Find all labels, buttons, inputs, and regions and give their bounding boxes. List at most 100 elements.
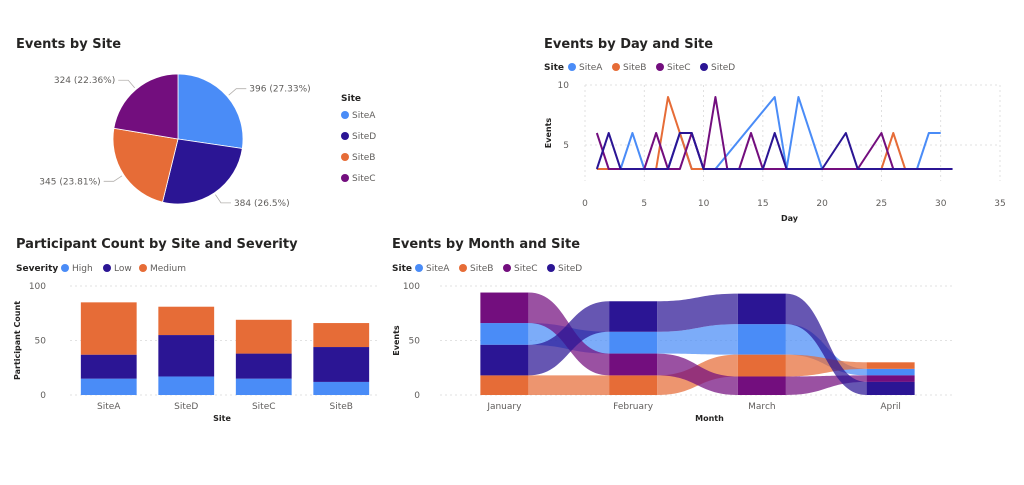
ribbon-x-tick: January <box>486 402 522 412</box>
bar-segment-sited-low[interactable] <box>158 335 215 377</box>
pie-legend-marker <box>341 132 349 140</box>
line-legend-marker <box>612 63 620 71</box>
bar-legend-marker <box>103 264 111 272</box>
bar-legend-title: Severity <box>16 264 58 274</box>
bar-segment-siteb-high[interactable] <box>313 381 370 395</box>
bar-y-tick: 0 <box>40 391 46 401</box>
pie-data-label: 384 (26.5%) <box>234 199 290 209</box>
bar-segment-sited-medium[interactable] <box>158 306 215 336</box>
bar-segment-sited-high[interactable] <box>158 376 215 395</box>
bar-segment-sitec-high[interactable] <box>235 378 292 395</box>
ribbon-legend-marker <box>547 264 555 272</box>
ribbon-y-axis-label: Events <box>392 325 401 356</box>
ribbon-segment-february-siteb[interactable] <box>609 375 658 395</box>
bar-segment-sitec-medium[interactable] <box>235 319 292 354</box>
pie-legend-marker <box>341 111 349 119</box>
pie-leader-line <box>118 79 136 89</box>
ribbon-segment-april-siteb[interactable] <box>866 362 915 369</box>
ribbon-legend-title: Site <box>392 264 412 274</box>
ribbon-x-axis-label: Month <box>695 414 724 423</box>
ribbon-segment-january-sited[interactable] <box>480 344 529 376</box>
stacked-bar-chart[interactable]: Severity High Low Medium 0 50 100 Participant C… <box>10 258 385 433</box>
ribbon-segment-march-sitec[interactable] <box>737 376 786 395</box>
pie-chart-title: Events by Site <box>16 37 122 52</box>
ribbon-chart-title: Events by Month and Site <box>392 237 581 252</box>
bar-segment-sitea-high[interactable] <box>80 378 137 395</box>
ribbon-flow-sitea[interactable] <box>657 324 738 355</box>
ribbon-segment-april-sited[interactable] <box>866 381 915 395</box>
ribbon-segment-march-sitea[interactable] <box>737 324 786 355</box>
ribbon-legend-label: SiteC <box>514 264 538 274</box>
ribbon-legend-label: SiteB <box>470 264 493 274</box>
pie-legend-label: SiteD <box>352 132 376 142</box>
line-x-tick: 25 <box>876 199 887 209</box>
bar-legend-label: High <box>72 264 93 274</box>
bar-segment-siteb-low[interactable] <box>313 347 370 382</box>
line-chart[interactable]: Site SiteA SiteB SiteC SiteD 5 10 0 5 10 15 20 25 30 3… <box>535 58 1006 228</box>
ribbon-segment-april-sitea[interactable] <box>866 368 915 376</box>
ribbon-legend-label: SiteA <box>426 264 450 274</box>
ribbon-flow-sited[interactable] <box>657 293 738 332</box>
pie-data-label: 396 (27.33%) <box>249 85 310 95</box>
bar-x-tick: SiteD <box>174 402 198 412</box>
bar-x-tick: SiteC <box>252 402 276 412</box>
bar-segment-sitec-low[interactable] <box>235 353 292 379</box>
bar-legend-marker <box>61 264 69 272</box>
pie-legend-label: SiteC <box>352 174 376 184</box>
pie-slice-siteb[interactable] <box>112 127 179 203</box>
bar-segment-sitea-low[interactable] <box>80 354 137 379</box>
ribbon-flow-sitec[interactable] <box>657 353 738 395</box>
ribbon-flow-siteb[interactable] <box>528 375 610 395</box>
line-x-tick: 35 <box>994 199 1005 209</box>
pie-leader-line <box>228 88 247 96</box>
pie-slice-sitea[interactable] <box>177 73 244 149</box>
bar-y-axis-label: Participant Count <box>13 301 22 380</box>
bar-segment-sitea-medium[interactable] <box>80 302 137 355</box>
pie-chart[interactable]: 396 (27.33%) 384 (26.5%) 345 (23.81%) 324 (… <box>0 60 400 240</box>
bar-segment-siteb-medium[interactable] <box>313 323 370 348</box>
line-legend-label: SiteB <box>623 63 646 73</box>
ribbon-segment-february-sitec[interactable] <box>609 353 658 376</box>
ribbon-legend-marker <box>415 264 423 272</box>
line-x-tick: 20 <box>816 199 828 209</box>
bar-legend-marker <box>139 264 147 272</box>
ribbon-segment-february-sitea[interactable] <box>609 331 658 354</box>
pie-legend-label: SiteA <box>352 111 376 121</box>
ribbon-segment-january-siteb[interactable] <box>480 375 529 395</box>
pie-data-label: 345 (23.81%) <box>39 177 100 187</box>
ribbon-segment-january-sitec[interactable] <box>480 292 529 324</box>
bar-x-tick: SiteA <box>97 402 121 412</box>
ribbon-segment-january-sitea[interactable] <box>480 323 529 345</box>
ribbon-flow-sited[interactable] <box>528 301 610 376</box>
ribbon-segment-march-sited[interactable] <box>737 293 786 325</box>
line-y-axis-label: Events <box>544 118 553 149</box>
bar-chart-title: Participant Count by Site and Severity <box>16 237 298 252</box>
line-series-sited[interactable] <box>595 132 953 170</box>
pie-legend-marker <box>341 174 349 182</box>
bar-y-tick: 100 <box>29 282 46 292</box>
ribbon-x-tick: April <box>880 402 901 412</box>
line-legend-marker <box>700 63 708 71</box>
ribbon-flow-sited[interactable] <box>785 293 867 395</box>
ribbon-y-tick: 0 <box>414 391 420 401</box>
ribbon-y-tick: 100 <box>403 282 420 292</box>
ribbon-chart[interactable]: Site SiteA SiteB SiteC SiteD 0 50 100 Events Mont… <box>385 258 985 433</box>
pie-slice-sited[interactable] <box>162 138 243 205</box>
ribbon-segment-april-sitec[interactable] <box>866 375 915 382</box>
pie-legend-label: SiteB <box>352 153 375 163</box>
pie-leader-line <box>103 175 123 182</box>
pie-data-label: 324 (22.36%) <box>54 76 115 86</box>
ribbon-segment-march-siteb[interactable] <box>737 354 786 377</box>
line-series-sitec[interactable] <box>595 96 895 170</box>
line-chart-title: Events by Day and Site <box>544 37 714 52</box>
line-x-axis-label: Day <box>781 214 799 223</box>
pie-leader-line <box>215 194 231 204</box>
pie-legend-title: Site <box>341 94 361 104</box>
ribbon-legend-marker <box>503 264 511 272</box>
ribbon-flow-siteb[interactable] <box>785 354 867 377</box>
line-y-tick: 5 <box>563 141 569 151</box>
ribbon-segment-february-sited[interactable] <box>609 301 658 332</box>
bar-legend-label: Medium <box>150 264 186 274</box>
bar-y-tick: 50 <box>35 337 47 347</box>
pie-slice-sitec[interactable] <box>113 73 179 140</box>
